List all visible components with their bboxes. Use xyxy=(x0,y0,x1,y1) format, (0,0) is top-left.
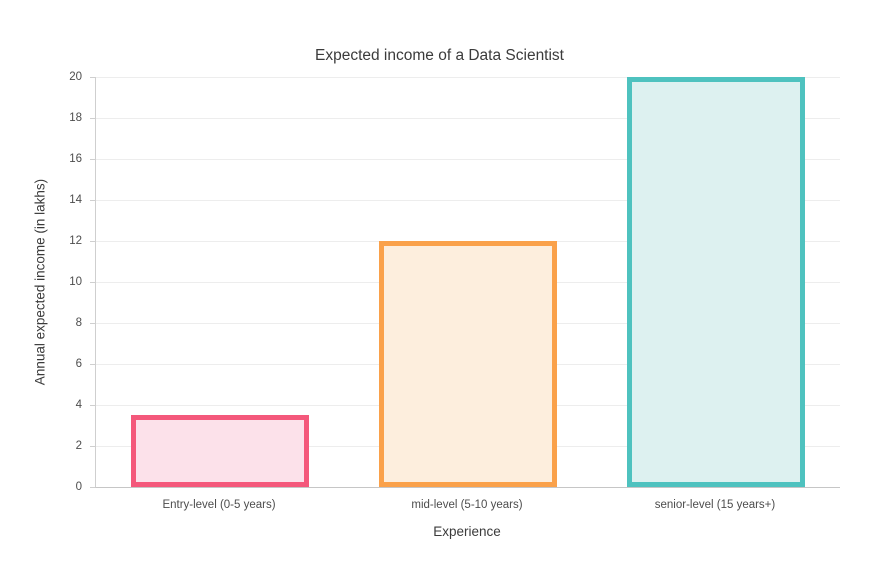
y-tick-mark-0 xyxy=(90,486,95,488)
y-tick-label-0: 0 xyxy=(75,481,82,493)
y-tick-label-2: 2 xyxy=(75,440,82,452)
y-tick-mark-18 xyxy=(90,117,95,119)
y-tick-label-8: 8 xyxy=(75,317,82,329)
chart-title: Expected income of a Data Scientist xyxy=(315,47,564,64)
y-tick-label-6: 6 xyxy=(75,358,82,370)
y-tick-mark-2 xyxy=(90,445,95,447)
y-tick-label-4: 4 xyxy=(75,399,82,411)
y-tick-mark-14 xyxy=(90,199,95,201)
gridline-y-18 xyxy=(96,117,840,119)
bar-1 xyxy=(379,241,557,487)
gridline-y-16 xyxy=(96,158,840,160)
y-tick-label-20: 20 xyxy=(69,71,82,83)
y-tick-mark-6 xyxy=(90,363,95,365)
y-tick-mark-10 xyxy=(90,281,95,283)
bar-2 xyxy=(627,77,805,487)
y-tick-label-16: 16 xyxy=(69,153,82,165)
x-tick-label-2: senior-level (15 years+) xyxy=(654,499,776,511)
y-tick-label-10: 10 xyxy=(69,276,82,288)
y-axis-tick-labels: 0 2 4 6 8 10 12 14 16 18 20 xyxy=(0,71,86,493)
plot-area xyxy=(90,76,840,488)
gridline-y-20 xyxy=(96,76,840,78)
y-tick-mark-4 xyxy=(90,404,95,406)
y-tick-mark-8 xyxy=(90,322,95,324)
y-tick-label-18: 18 xyxy=(69,112,82,124)
gridline-y-14 xyxy=(96,199,840,201)
y-tick-mark-16 xyxy=(90,158,95,160)
bar-0 xyxy=(131,415,309,487)
y-tick-mark-20 xyxy=(90,76,95,78)
y-tick-label-12: 12 xyxy=(69,235,82,247)
y-tick-label-14: 14 xyxy=(69,194,82,206)
x-axis-title: Experience xyxy=(433,524,501,539)
x-axis-tick-labels: Entry-level (0-5 years) mid-level (5-10 y… xyxy=(95,499,839,519)
x-tick-label-1: mid-level (5-10 years) xyxy=(411,499,523,511)
x-tick-label-0: Entry-level (0-5 years) xyxy=(162,499,276,511)
y-tick-mark-12 xyxy=(90,240,95,242)
